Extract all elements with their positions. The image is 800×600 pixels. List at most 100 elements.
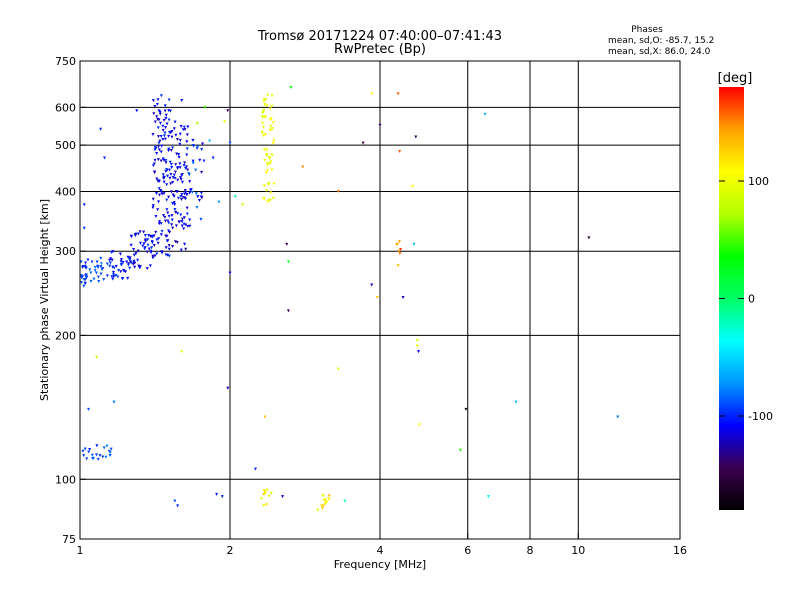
data-point [188,180,192,184]
data-point [191,159,195,163]
data-point [412,242,416,246]
data-point [96,457,100,461]
data-point [151,206,155,210]
data-point [157,200,161,204]
data-point [128,266,132,270]
data-point [164,253,168,257]
data-point [143,238,147,242]
data-point [183,128,187,132]
data-point [155,151,159,155]
data-point [156,208,160,212]
data-point [156,98,160,102]
data-point [149,251,153,255]
data-point [162,134,166,138]
data-point [164,234,168,238]
data-point [169,148,173,152]
colorbar-label: [deg] [718,71,753,86]
data-point [271,141,275,145]
data-point [89,271,93,275]
data-point [160,251,164,255]
colorbar-tick-label: -100 [748,410,773,423]
data-point [178,162,182,166]
data-point [157,109,161,113]
data-point [316,508,320,512]
data-point [173,499,177,503]
data-point [262,108,266,112]
data-point [151,256,155,260]
data-point [155,115,159,119]
data-point [168,109,172,113]
data-point [95,453,99,457]
axis-ticks: 1 2 4 6 8 10 16 75 100 200 300 400 500 600 750 [55,55,687,557]
data-point [194,192,198,196]
data-point [151,204,155,208]
data-point [136,249,140,253]
data-point [83,278,87,282]
data-point [82,226,86,230]
data-point [95,444,99,448]
data-point [397,249,401,253]
data-point [157,148,161,152]
data-point [203,105,207,109]
data-point [157,141,161,145]
data-point [336,367,340,371]
data-point [202,159,206,163]
data-point [159,94,163,98]
data-point [138,230,142,234]
data-point [156,126,160,130]
data-point [228,271,232,275]
data-point [181,195,185,199]
data-point [167,244,171,248]
data-point [265,148,269,152]
data-point [156,135,160,139]
data-point [195,146,199,150]
data-point [167,118,171,122]
data-point [183,242,187,246]
data-point [226,386,230,390]
data-point [200,148,204,152]
data-point [161,124,165,128]
data-point [163,109,167,113]
data-point [143,247,147,251]
data-point [175,138,179,142]
data-point [176,504,180,508]
data-point [270,153,274,157]
data-point [167,168,171,172]
y-tick-label: 200 [55,329,76,342]
data-point [179,177,183,181]
data-point [167,214,171,218]
data-point [272,139,276,143]
data-point [93,269,97,273]
data-point [136,232,140,236]
data-point [165,122,169,126]
data-point [182,125,186,129]
data-point [158,139,162,143]
x-tick-label: 4 [377,544,384,557]
data-point [174,133,178,137]
data-point [126,263,130,267]
data-point [184,223,188,227]
x-axis-label: Frequency [MHz] [334,558,426,571]
data-point [411,184,415,188]
data-point [336,189,340,193]
data-point [153,171,157,175]
data-point [616,415,620,419]
data-point [170,130,174,134]
data-point [116,275,120,279]
data-point [177,220,181,224]
data-point [119,270,123,274]
data-point [153,120,157,124]
data-point [148,264,152,268]
data-point [163,131,167,135]
data-point [160,192,164,196]
data-point [89,279,93,283]
x-tick-label: 10 [571,544,585,557]
data-point [173,177,177,181]
data-point [168,176,172,180]
data-point [144,239,148,243]
data-point [173,120,177,124]
data-point [181,180,185,184]
data-point [173,208,177,212]
data-point [180,99,184,103]
data-point [396,264,400,268]
